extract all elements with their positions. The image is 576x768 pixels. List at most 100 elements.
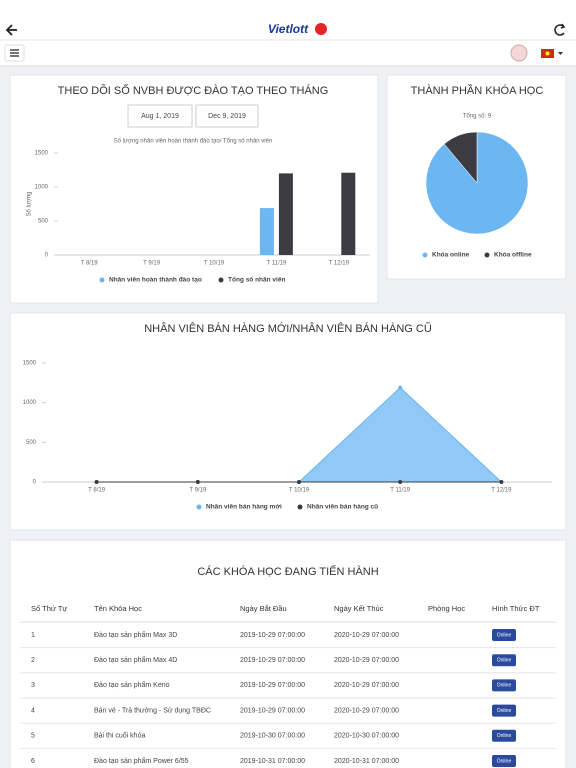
column-header: Số Thứ Tự [31,604,67,613]
table-cell: Đào tạo sản phẩm Max 4D [94,656,177,664]
logo-icon [315,23,327,35]
table-cell: 2020-10-29 07:00:00 [334,707,399,714]
pie-slice [443,131,478,184]
legend-label: Nhân viên hoàn thành đào tạo [109,277,202,284]
status-label: Online [497,733,512,739]
column-header: Phòng Học [428,604,465,613]
refresh-button[interactable] [554,23,566,36]
table-cell: 2 [31,657,35,664]
table-cell: 3 [31,682,35,689]
chart-title: THEO DÕI SỐ NVBH ĐƯỢC ĐÀO TẠO THEO THÁNG [58,83,329,97]
x-tick-label: T 8/19 [81,261,99,267]
legend-label: Khóa online [432,252,470,259]
legend-marker [422,252,428,258]
x-tick-label: T 11/19 [390,488,410,494]
x-tick-label: T 12/19 [329,261,350,267]
table-cell: 2020-10-29 07:00:00 [334,632,399,639]
bar [341,172,356,255]
legend-marker [297,504,303,510]
table-cell: 2020-10-29 07:00:00 [334,682,399,689]
total-label: Tổng số: 9 [463,113,492,120]
y-tick-label: 0 [33,480,37,486]
status-badge [492,654,516,667]
y-tick-label: 1000 [35,185,49,191]
x-tick-label: T 9/19 [189,488,207,494]
table-cell: 2020-10-30 07:00:00 [334,733,399,740]
status-badge [492,729,516,742]
table-cell: 1 [31,632,35,639]
legend-marker [484,252,490,258]
table-cell: 5 [31,733,35,740]
table-cell: 2019-10-29 07:00:00 [240,707,305,714]
menu-icon [10,49,19,57]
column-header: Ngày Kết Thúc [334,604,384,613]
x-tick-label: T 10/19 [204,261,225,267]
legend-marker [99,277,105,283]
status-badge [492,629,516,641]
legend-label: Tổng số nhân viên [228,276,285,284]
column-header: Ngày Bắt Đầu [240,604,287,613]
legend-label: Khóa offline [494,252,532,259]
table-cell: 2020-10-29 07:00:00 [334,657,399,664]
table-cell: 2019-10-31 07:00:00 [240,758,305,765]
status-label: Online [497,632,512,638]
back-button[interactable] [5,24,17,36]
table-cell: 2019-10-30 07:00:00 [240,733,305,740]
date-to: Dec 9, 2019 [208,113,246,120]
date-input[interactable] [195,104,259,128]
table-title: CÁC KHÓA HỌC ĐANG TIẾN HÀNH [197,565,378,578]
data-point [297,480,301,484]
table-cell: 4 [31,707,35,714]
table-cell: Bài thi cuối khóa [94,731,145,740]
y-tick-label: 500 [38,219,49,225]
column-header: Tên Khóa Học [94,604,142,613]
date-from: Aug 1, 2019 [141,113,179,120]
data-point [499,480,504,484]
avatar[interactable] [510,44,528,62]
table-cell: 2019-10-29 07:00:00 [240,632,305,639]
card [9,312,567,531]
table-cell: Đào tạo sản phẩm Keno [94,681,170,689]
bar [259,208,274,255]
status-badge [492,755,516,767]
status-label: Online [497,658,512,664]
flag-star [545,51,550,56]
x-tick-label: T 10/19 [289,488,310,494]
data-point [195,480,200,484]
status-badge [492,704,516,717]
legend-label: Nhân viên bán hàng mới [206,504,282,511]
data-point [398,385,403,390]
legend-marker [218,277,224,283]
table-cell: 2019-10-29 07:00:00 [240,682,305,689]
y-tick-label: 500 [26,440,37,446]
x-tick-label: T 9/19 [143,261,161,267]
table-cell: Đào tạo sản phẩm Power 6/55 [94,757,189,765]
data-point [398,480,403,484]
x-tick-label: T 12/19 [491,488,512,494]
table-cell: Bán vé - Trả thưởng - Sử dụng TBĐC [94,706,211,714]
card [9,74,379,304]
y-axis-label: Số lượng [27,192,33,217]
column-header: Hình Thức ĐT [492,604,540,613]
chart-subtitle: Số lượng nhân viên hoàn thành đào tạo/ T… [114,138,273,145]
status-label: Online [497,708,512,714]
table-cell: 2020-10-31 07:00:00 [334,758,399,765]
card [9,539,567,768]
logo: Vietlott [268,22,309,36]
y-tick-label: 1500 [35,151,49,157]
y-tick-label: 1500 [23,361,37,367]
chart-title: NHÂN VIÊN BÁN HÀNG MỚI/NHÂN VIÊN BÁN HÀN… [144,322,432,335]
data-point [94,480,99,484]
chart-title: THÀNH PHẦN KHÓA HỌC [411,84,544,97]
x-tick-label: T 11/19 [267,261,287,267]
y-tick-label: 0 [45,253,49,259]
y-tick-label: 1000 [23,400,37,406]
table-cell: 6 [31,758,35,765]
date-input[interactable] [127,104,193,128]
status-badge [492,679,516,692]
table-cell: Đào tạo sản phẩm Max 3D [94,631,177,639]
legend-marker [196,504,202,510]
bar [278,173,293,255]
